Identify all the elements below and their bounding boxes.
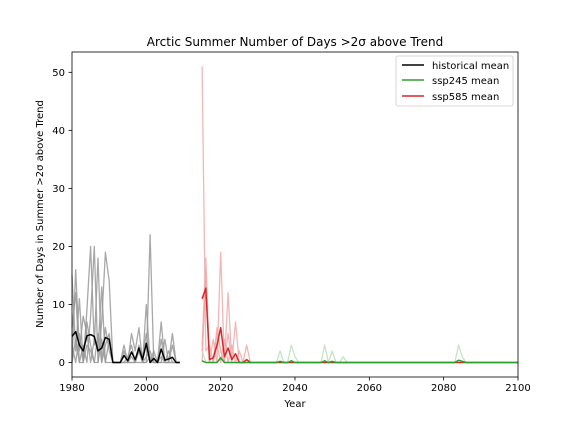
legend: historical mean ssp245 mean ssp585 mean [396,56,513,106]
x-tick-label: 2040 [282,383,307,394]
legend-label: ssp245 mean [432,76,499,87]
x-axis-label: Year [283,399,306,410]
y-tick-label: 10 [52,300,65,311]
x-tick-label: 1980 [59,383,84,394]
legend-label: ssp585 mean [432,92,499,103]
x-tick-label: 2060 [357,383,382,394]
y-tick-label: 0 [59,358,65,369]
y-tick-label: 20 [52,242,65,253]
y-tick-label: 50 [52,68,65,79]
y-tick-label: 30 [52,184,65,195]
y-axis-label: Number of Days in Summer >2σ above Trend [35,100,46,328]
x-tick-label: 2000 [134,383,159,394]
x-tick-label: 2100 [505,383,530,394]
x-tick-label: 2080 [431,383,456,394]
chart-title: Arctic Summer Number of Days >2σ above T… [147,35,443,49]
x-tick-label: 2020 [208,383,233,394]
legend-label: historical mean [432,61,509,72]
y-tick-label: 40 [52,126,65,137]
